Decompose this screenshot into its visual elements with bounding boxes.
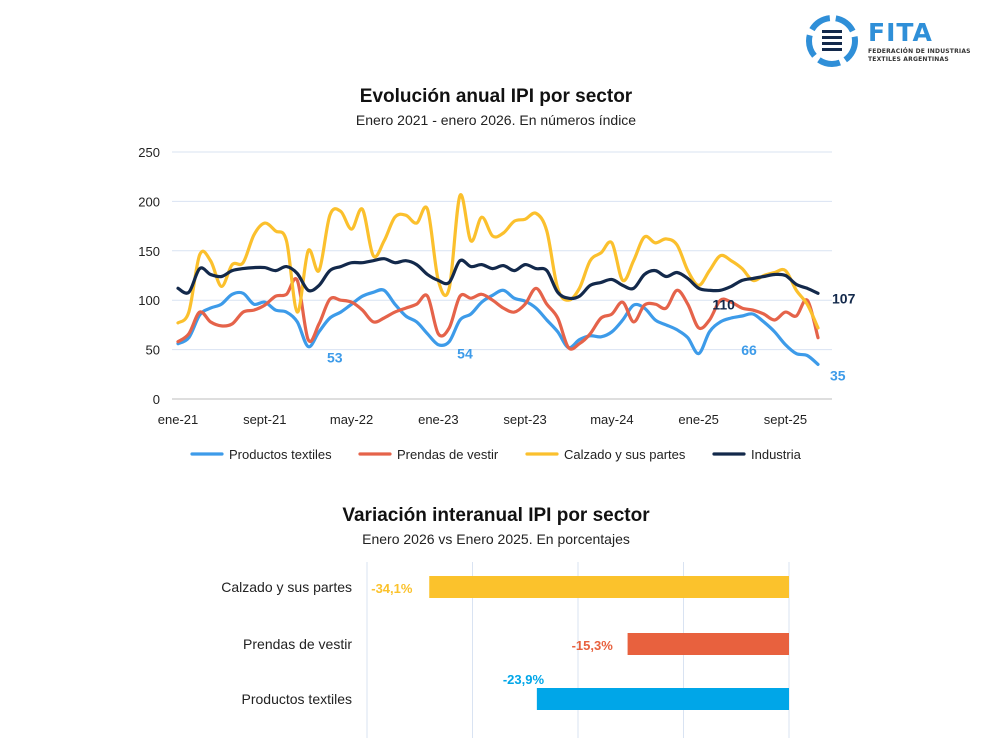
series-line-productos-textiles [176, 288, 820, 366]
bar-chart-subtitle: Enero 2026 vs Enero 2025. En porcentajes [362, 531, 630, 547]
x-tick-label: sept-25 [764, 412, 807, 427]
x-tick-label: ene-21 [158, 412, 198, 427]
bar-chart-title: Variación interanual IPI por sector [342, 505, 650, 526]
y-tick-label: 50 [146, 343, 160, 358]
x-tick-label: ene-25 [678, 412, 718, 427]
bar [536, 688, 789, 710]
value-label: -23,9% [503, 672, 545, 687]
y-tick-label: 100 [138, 293, 160, 308]
line-chart: 0 50 100 150 200 250 ene-21 sept-21 may-22 ene-23… [138, 145, 856, 462]
y-tick-label: 150 [138, 244, 160, 259]
bar [627, 633, 789, 655]
logo-subtitle-2: TEXTILES ARGENTINAS [868, 56, 949, 63]
legend-label: Calzado y sus partes [564, 447, 686, 462]
y-tick-label: 250 [138, 145, 160, 160]
bar [429, 576, 789, 598]
fita-logo-icon [806, 15, 858, 67]
logo-name: FITA [868, 18, 933, 47]
data-label: 54 [457, 346, 473, 362]
series-line-calzado-y-sus-partes [176, 193, 820, 330]
data-label: 35 [830, 367, 846, 383]
x-tick-label: ene-23 [418, 412, 458, 427]
category-label: Prendas de vestir [243, 636, 352, 652]
line-chart-title: Evolución anual IPI por sector [359, 86, 633, 107]
x-tick-label: sept-23 [503, 412, 546, 427]
line-chart-subtitle: Enero 2021 - enero 2026. En números índi… [355, 112, 637, 128]
legend-label: Productos textiles [229, 447, 332, 462]
y-tick-label: 200 [138, 194, 160, 209]
x-tick-label: sept-21 [243, 412, 286, 427]
logo-subtitle-1: FEDERACIÓN DE INDUSTRIAS [868, 48, 971, 55]
category-label: Calzado y sus partes [221, 579, 352, 595]
series-line-prendas-de-vestir [176, 277, 820, 351]
data-label: 53 [327, 350, 343, 366]
data-label: 107 [832, 290, 856, 306]
value-label: -15,3% [572, 638, 614, 653]
legend-label: Industria [751, 447, 802, 462]
category-label: Productos textiles [242, 691, 353, 707]
x-tick-label: may-24 [590, 412, 633, 427]
data-label: 110 [712, 296, 735, 312]
fita-logo: FITA FEDERACIÓN DE INDUSTRIAS TEXTILES A… [802, 12, 971, 72]
legend-label: Prendas de vestir [397, 447, 499, 462]
value-label: -34,1% [371, 581, 413, 596]
series-line-industria [176, 257, 820, 301]
y-tick-label: 0 [153, 392, 160, 407]
data-label: 66 [741, 342, 757, 358]
x-tick-label: may-22 [330, 412, 373, 427]
